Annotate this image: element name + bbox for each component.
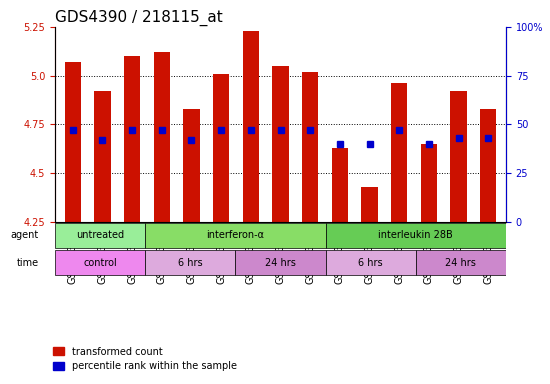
FancyBboxPatch shape: [235, 250, 326, 275]
Text: 24 hrs: 24 hrs: [265, 258, 296, 268]
Text: 24 hrs: 24 hrs: [446, 258, 476, 268]
Bar: [65, 62, 81, 222]
FancyBboxPatch shape: [326, 250, 416, 275]
Text: interferon-α: interferon-α: [206, 230, 265, 240]
Legend: transformed count, percentile rank within the sample: transformed count, percentile rank withi…: [49, 343, 241, 375]
Text: control: control: [83, 258, 117, 268]
FancyBboxPatch shape: [55, 250, 145, 275]
Bar: [480, 109, 496, 222]
Bar: [421, 144, 437, 222]
Bar: [332, 148, 348, 222]
FancyBboxPatch shape: [416, 250, 506, 275]
FancyBboxPatch shape: [55, 223, 145, 248]
Bar: [183, 109, 200, 222]
Bar: [302, 72, 318, 222]
Bar: [153, 52, 170, 222]
Bar: [391, 83, 408, 222]
Text: untreated: untreated: [76, 230, 124, 240]
Bar: [361, 187, 378, 222]
Bar: [450, 91, 467, 222]
Text: interleukin 28B: interleukin 28B: [378, 230, 453, 240]
Bar: [94, 91, 111, 222]
FancyBboxPatch shape: [145, 250, 235, 275]
Text: GDS4390 / 218115_at: GDS4390 / 218115_at: [55, 9, 223, 25]
Text: agent: agent: [10, 230, 38, 240]
FancyBboxPatch shape: [145, 223, 326, 248]
Text: 6 hrs: 6 hrs: [178, 258, 202, 268]
Text: time: time: [16, 258, 38, 268]
Bar: [213, 74, 229, 222]
FancyBboxPatch shape: [326, 223, 506, 248]
Bar: [243, 31, 259, 222]
Bar: [124, 56, 140, 222]
Bar: [272, 66, 289, 222]
Text: 6 hrs: 6 hrs: [359, 258, 383, 268]
